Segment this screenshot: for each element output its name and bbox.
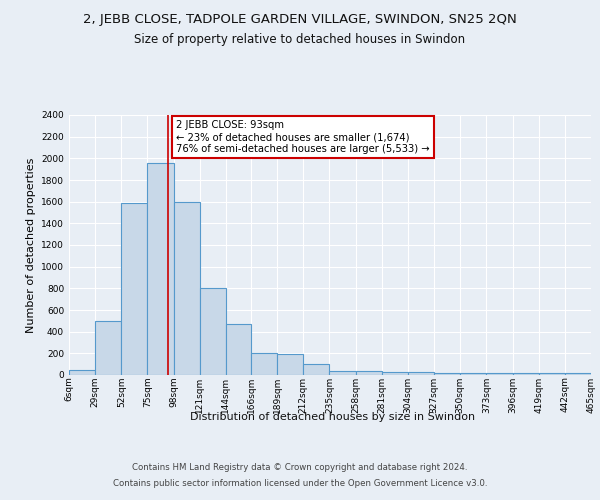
Bar bbox=[226, 324, 251, 375]
Bar bbox=[512, 373, 539, 375]
Bar bbox=[121, 203, 148, 375]
Text: Size of property relative to detached houses in Swindon: Size of property relative to detached ho… bbox=[134, 32, 466, 46]
Bar bbox=[565, 373, 591, 375]
Bar bbox=[487, 373, 512, 375]
Bar bbox=[408, 372, 434, 375]
Bar bbox=[539, 373, 565, 375]
Bar bbox=[329, 370, 356, 375]
Text: Distribution of detached houses by size in Swindon: Distribution of detached houses by size … bbox=[190, 412, 476, 422]
Text: 2 JEBB CLOSE: 93sqm
← 23% of detached houses are smaller (1,674)
76% of semi-det: 2 JEBB CLOSE: 93sqm ← 23% of detached ho… bbox=[176, 120, 430, 154]
Bar bbox=[148, 162, 173, 375]
Text: Contains HM Land Registry data © Crown copyright and database right 2024.: Contains HM Land Registry data © Crown c… bbox=[132, 462, 468, 471]
Bar bbox=[69, 370, 95, 375]
Bar bbox=[277, 354, 303, 375]
Y-axis label: Number of detached properties: Number of detached properties bbox=[26, 158, 35, 332]
Bar bbox=[460, 373, 487, 375]
Bar bbox=[173, 202, 200, 375]
Bar bbox=[356, 370, 382, 375]
Bar bbox=[434, 373, 460, 375]
Bar bbox=[200, 288, 226, 375]
Text: 2, JEBB CLOSE, TADPOLE GARDEN VILLAGE, SWINDON, SN25 2QN: 2, JEBB CLOSE, TADPOLE GARDEN VILLAGE, S… bbox=[83, 12, 517, 26]
Bar bbox=[382, 372, 408, 375]
Bar bbox=[251, 354, 277, 375]
Bar bbox=[303, 364, 329, 375]
Text: Contains public sector information licensed under the Open Government Licence v3: Contains public sector information licen… bbox=[113, 479, 487, 488]
Bar bbox=[95, 321, 121, 375]
